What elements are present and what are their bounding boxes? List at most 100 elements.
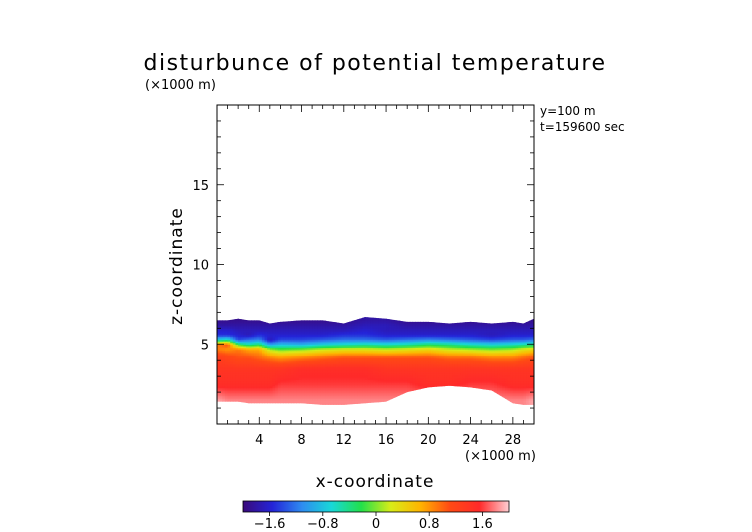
field-cell	[232, 364, 237, 368]
field-cell	[412, 349, 416, 352]
field-cell	[312, 380, 316, 384]
field-cell	[412, 376, 416, 379]
field-cell	[259, 355, 263, 358]
field-cell	[219, 371, 223, 374]
field-cell	[288, 392, 292, 395]
field-cell	[367, 384, 371, 387]
field-cell	[253, 387, 258, 390]
field-cell	[528, 358, 532, 361]
field-cell	[420, 364, 424, 368]
field-cell	[531, 364, 534, 368]
field-cell	[349, 372, 353, 376]
field-cell	[502, 344, 506, 347]
field-cell	[388, 388, 392, 392]
field-cell	[402, 406, 405, 408]
field-cell	[346, 395, 350, 398]
field-cell	[306, 376, 311, 379]
field-cell	[217, 384, 221, 387]
field-cell	[412, 401, 416, 404]
field-cell	[235, 400, 239, 403]
field-cell	[320, 355, 324, 358]
field-cell	[444, 342, 448, 345]
field-cell	[375, 379, 379, 382]
field-cell	[526, 361, 530, 364]
field-cell	[441, 401, 445, 404]
field-cell	[283, 400, 287, 403]
field-cell	[431, 405, 434, 407]
field-cell	[283, 347, 287, 350]
field-cell	[418, 405, 421, 407]
field-cell	[475, 377, 480, 380]
field-cell	[243, 371, 247, 374]
field-cell	[238, 366, 242, 369]
field-cell	[275, 360, 279, 363]
field-cell	[470, 371, 474, 374]
field-cell	[354, 405, 357, 407]
field-cell	[531, 369, 534, 372]
field-cell	[246, 361, 250, 364]
field-cell	[317, 396, 321, 400]
field-cell	[320, 353, 324, 357]
field-cell	[515, 385, 519, 388]
field-cell	[240, 374, 245, 377]
field-cell	[330, 395, 334, 398]
field-cell	[420, 387, 424, 390]
field-cell	[489, 384, 493, 387]
field-cell	[238, 363, 242, 366]
field-cell	[317, 347, 321, 350]
field-cell	[378, 353, 382, 357]
field-cell	[526, 344, 530, 347]
field-cell	[354, 393, 358, 396]
field-cell	[288, 396, 292, 400]
field-cell	[526, 363, 530, 366]
field-cell	[338, 342, 342, 345]
field-cell	[235, 344, 239, 347]
field-cell	[330, 377, 334, 380]
field-cell	[467, 403, 472, 405]
field-cell	[317, 380, 321, 384]
field-cell	[457, 366, 461, 369]
field-cell	[460, 342, 464, 345]
field-cell	[367, 372, 371, 376]
field-cell	[314, 379, 318, 382]
field-cell	[386, 395, 390, 398]
field-cell	[261, 385, 266, 388]
field-cell	[253, 347, 258, 350]
field-cell	[423, 353, 427, 357]
field-cell	[481, 360, 485, 363]
field-cell	[531, 395, 534, 398]
field-cell	[280, 360, 284, 363]
field-cell	[449, 403, 453, 405]
field-cell	[362, 384, 366, 387]
field-cell	[415, 376, 419, 379]
field-cell	[354, 398, 358, 401]
field-cell	[341, 393, 345, 396]
field-cell	[335, 344, 340, 347]
field-cell	[494, 352, 498, 355]
field-cell	[349, 358, 353, 361]
field-cell	[317, 392, 321, 395]
field-cell	[512, 355, 517, 358]
field-cell	[470, 344, 474, 347]
field-cell	[306, 400, 311, 403]
field-cell	[497, 376, 501, 379]
field-cell	[246, 384, 250, 387]
field-cell	[433, 344, 437, 347]
field-cell	[417, 387, 422, 390]
field-cell	[502, 380, 506, 384]
field-cell	[330, 355, 334, 358]
field-cell	[504, 379, 509, 382]
field-cell	[475, 384, 480, 387]
field-cell	[333, 364, 337, 368]
field-cell	[259, 395, 263, 398]
field-cell	[388, 374, 392, 377]
field-cell	[367, 342, 371, 345]
field-cell	[483, 393, 488, 396]
field-cell	[309, 347, 313, 350]
field-cell	[327, 363, 332, 366]
field-cell	[272, 352, 276, 355]
field-cell	[531, 355, 534, 358]
field-cell	[446, 369, 451, 372]
field-cell	[362, 350, 366, 353]
field-cell	[261, 347, 266, 350]
